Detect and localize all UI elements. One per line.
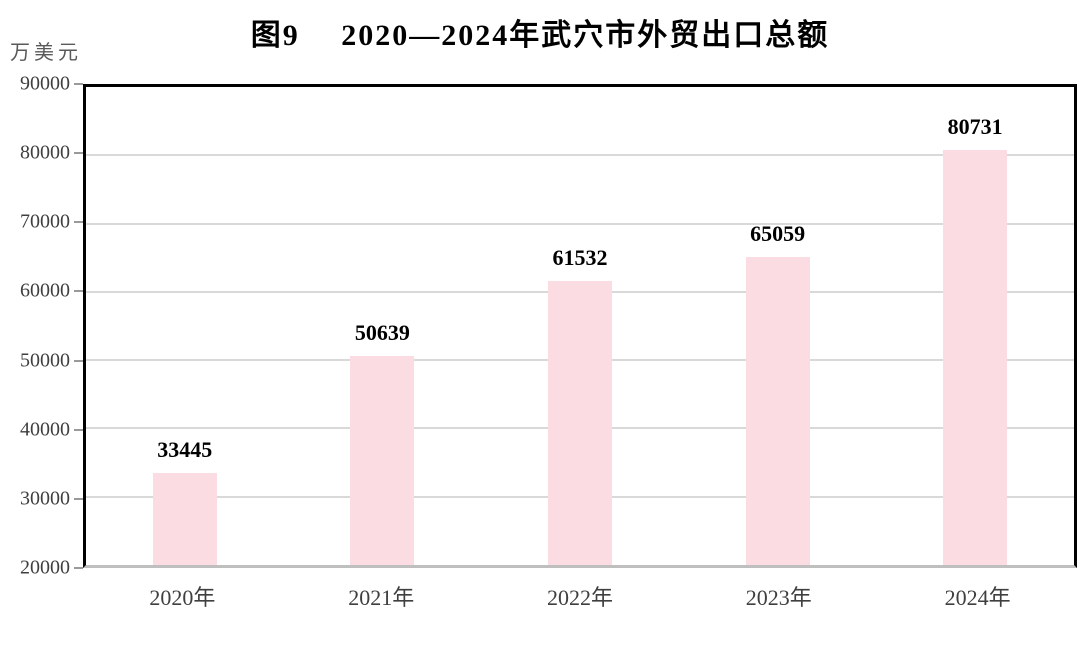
y-axis-labels: 90000 80000 70000 60000 50000 40000 30000 20000 [0, 73, 70, 579]
y-tick-label: 40000 [20, 418, 70, 441]
chart-title: 图9 2020—2024年武穴市外贸出口总额 [250, 19, 830, 52]
bar [350, 355, 415, 565]
y-tick-label: 80000 [20, 141, 70, 164]
bar-value-label: 50639 [354, 319, 410, 345]
bar-slot: 50639 [284, 87, 482, 565]
y-tick-label: 50000 [20, 349, 70, 372]
bar-value-label: 65059 [750, 221, 806, 247]
bar-slot: 33445 [86, 87, 284, 565]
x-tick-label: 2021年 [348, 585, 415, 610]
bars: 33445 50639 61532 65059 80731 [86, 87, 1074, 565]
bar [943, 150, 1008, 565]
bar-value-label: 33445 [157, 437, 213, 463]
bar [547, 281, 612, 565]
y-axis-unit-label: 万美元 [10, 42, 82, 64]
x-tick-label: 2022年 [546, 585, 613, 610]
bar-slot: 61532 [481, 87, 679, 565]
bar [152, 473, 217, 565]
y-tick-label: 70000 [20, 210, 70, 233]
bar-value-label: 80731 [947, 114, 1003, 140]
y-tick-label: 20000 [20, 556, 70, 579]
x-tick-label: 2023年 [745, 585, 812, 610]
y-tick-mark [74, 567, 83, 569]
y-tick-mark [74, 497, 83, 500]
bar-slot: 80731 [876, 87, 1074, 565]
x-axis-labels: 2020年 2021年 2022年 2023年 2024年 [83, 571, 1077, 612]
x-tick-label: 2024年 [944, 585, 1011, 610]
y-tick-mark [74, 290, 83, 293]
y-tick-label: 30000 [20, 487, 70, 510]
y-tick-mark [74, 428, 83, 431]
x-tick-label: 2020年 [149, 585, 216, 610]
y-tick-mark [74, 359, 83, 362]
y-tick-label: 90000 [20, 72, 70, 95]
y-tick-mark [74, 83, 83, 85]
plot-area: 33445 50639 61532 65059 80731 [83, 84, 1077, 568]
bar-value-label: 61532 [552, 245, 608, 271]
y-tick-mark [74, 221, 83, 224]
y-tick-marks [74, 83, 83, 569]
bar [745, 257, 810, 565]
gridline [86, 154, 1074, 157]
bar-slot: 65059 [679, 87, 877, 565]
y-tick-label: 60000 [20, 279, 70, 302]
y-tick-mark [74, 152, 83, 155]
gridline [86, 222, 1074, 225]
